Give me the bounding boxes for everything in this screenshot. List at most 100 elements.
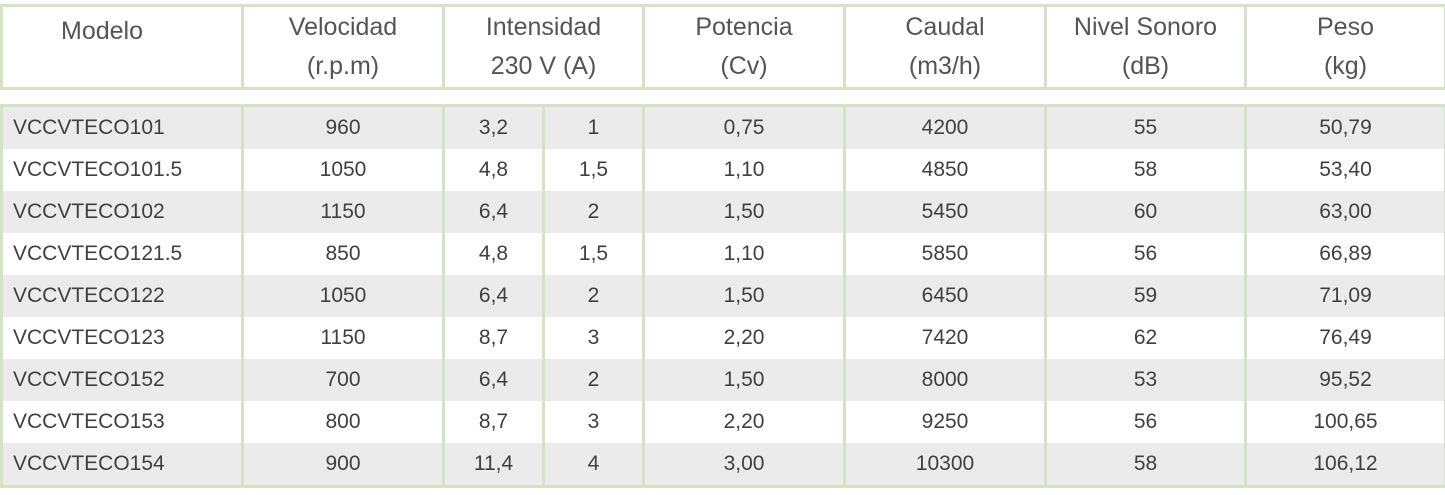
cell-peso: 95,52 — [1244, 359, 1445, 401]
cell-intensidad-b: 2 — [542, 359, 645, 401]
cell-nivel-sonoro: 60 — [1044, 191, 1247, 233]
cell-caudal: 8000 — [843, 359, 1047, 401]
cell-intensidad-b: 1,5 — [542, 149, 645, 191]
cell-nivel-sonoro: 59 — [1044, 275, 1247, 317]
cell-modelo: VCCVTECO101.5 — [0, 149, 244, 191]
table-row: VCCVTECO102 1150 6,4 2 1,50 5450 60 63,00 — [0, 191, 1445, 233]
cell-potencia: 1,50 — [642, 275, 846, 317]
cell-caudal: 7420 — [843, 317, 1047, 359]
cell-intensidad-a: 3,2 — [442, 104, 544, 149]
cell-modelo: VCCVTECO122 — [0, 275, 244, 317]
cell-peso: 53,40 — [1244, 149, 1445, 191]
cell-velocidad: 1150 — [241, 317, 445, 359]
cell-caudal: 6450 — [843, 275, 1047, 317]
cell-modelo: VCCVTECO121.5 — [0, 233, 244, 275]
cell-velocidad: 1150 — [241, 191, 445, 233]
cell-modelo: VCCVTECO154 — [0, 443, 244, 488]
cell-modelo: VCCVTECO153 — [0, 401, 244, 443]
cell-intensidad-a: 8,7 — [442, 317, 544, 359]
cell-modelo: VCCVTECO102 — [0, 191, 244, 233]
cell-caudal: 10300 — [843, 443, 1047, 488]
cell-intensidad-b: 2 — [542, 275, 645, 317]
cell-intensidad-b: 2 — [542, 191, 645, 233]
cell-velocidad: 1050 — [241, 149, 445, 191]
cell-intensidad-b: 3 — [542, 317, 645, 359]
cell-potencia: 1,50 — [642, 359, 846, 401]
header-peso: Peso (kg) — [1244, 4, 1445, 90]
header-nivel-label: Nivel Sonoro — [1073, 13, 1218, 41]
header-intensidad: Intensidad 230 V (A) — [442, 4, 645, 90]
cell-peso: 71,09 — [1244, 275, 1445, 317]
cell-modelo: VCCVTECO123 — [0, 317, 244, 359]
cell-potencia: 2,20 — [642, 401, 846, 443]
cell-nivel-sonoro: 53 — [1044, 359, 1247, 401]
cell-potencia: 3,00 — [642, 443, 846, 488]
cell-peso: 100,65 — [1244, 401, 1445, 443]
cell-nivel-sonoro: 55 — [1044, 104, 1247, 149]
cell-intensidad-a: 6,4 — [442, 275, 544, 317]
cell-intensidad-b: 1,5 — [542, 233, 645, 275]
cell-caudal: 4200 — [843, 104, 1047, 149]
cell-velocidad: 900 — [241, 443, 445, 488]
cell-caudal: 5850 — [843, 233, 1047, 275]
table-row: VCCVTECO152 700 6,4 2 1,50 8000 53 95,52 — [0, 359, 1445, 401]
header-potencia-label: Potencia — [695, 13, 793, 41]
cell-velocidad: 1050 — [241, 275, 445, 317]
header-potencia-unit: (Cv) — [720, 52, 768, 80]
cell-potencia: 0,75 — [642, 104, 846, 149]
header-caudal-unit: (m3/h) — [908, 52, 982, 80]
cell-modelo: VCCVTECO152 — [0, 359, 244, 401]
table-body: VCCVTECO101 960 3,2 1 0,75 4200 55 50,79 VCCVTEC… — [0, 104, 1445, 488]
table-row: VCCVTECO101.5 1050 4,8 1,5 1,10 4850 58 53,40 — [0, 149, 1445, 191]
cell-caudal: 9250 — [843, 401, 1047, 443]
cell-potencia: 1,10 — [642, 149, 846, 191]
header-nivel-unit: (dB) — [1121, 52, 1170, 80]
table-row: VCCVTECO153 800 8,7 3 2,20 9250 56 100,65 — [0, 401, 1445, 443]
header-velocidad: Velocidad (r.p.m) — [241, 4, 445, 90]
table-row: VCCVTECO122 1050 6,4 2 1,50 6450 59 71,09 — [0, 275, 1445, 317]
table-row: VCCVTECO101 960 3,2 1 0,75 4200 55 50,79 — [0, 104, 1445, 149]
cell-peso: 106,12 — [1244, 443, 1445, 488]
header-caudal: Caudal (m3/h) — [843, 4, 1047, 90]
cell-intensidad-b: 3 — [542, 401, 645, 443]
cell-intensidad-b: 1 — [542, 104, 645, 149]
cell-caudal: 5450 — [843, 191, 1047, 233]
header-modelo-label: Modelo — [61, 17, 143, 45]
cell-nivel-sonoro: 56 — [1044, 401, 1247, 443]
header-modelo: Modelo — [0, 4, 244, 90]
cell-intensidad-b: 4 — [542, 443, 645, 488]
cell-intensidad-a: 6,4 — [442, 191, 544, 233]
cell-intensidad-a: 4,8 — [442, 233, 544, 275]
cell-peso: 76,49 — [1244, 317, 1445, 359]
cell-intensidad-a: 4,8 — [442, 149, 544, 191]
header-potencia: Potencia (Cv) — [642, 4, 846, 90]
cell-nivel-sonoro: 56 — [1044, 233, 1247, 275]
cell-nivel-sonoro: 58 — [1044, 149, 1247, 191]
header-nivel-sonoro: Nivel Sonoro (dB) — [1044, 4, 1247, 90]
table-row: VCCVTECO123 1150 8,7 3 2,20 7420 62 76,49 — [0, 317, 1445, 359]
cell-modelo: VCCVTECO101 — [0, 104, 244, 149]
header-caudal-label: Caudal — [905, 13, 985, 41]
cell-intensidad-a: 6,4 — [442, 359, 544, 401]
cell-potencia: 1,50 — [642, 191, 846, 233]
table-row: VCCVTECO121.5 850 4,8 1,5 1,10 5850 56 66,89 — [0, 233, 1445, 275]
header-intensidad-unit: 230 V (A) — [490, 52, 597, 80]
cell-velocidad: 800 — [241, 401, 445, 443]
cell-velocidad: 960 — [241, 104, 445, 149]
header-peso-unit: (kg) — [1323, 52, 1368, 80]
cell-caudal: 4850 — [843, 149, 1047, 191]
table-row: VCCVTECO154 900 11,4 4 3,00 10300 58 106,12 — [0, 443, 1445, 488]
header-peso-label: Peso — [1317, 13, 1374, 41]
cell-intensidad-a: 8,7 — [442, 401, 544, 443]
cell-intensidad-a: 11,4 — [442, 443, 544, 488]
cell-peso: 63,00 — [1244, 191, 1445, 233]
header-intensidad-label: Intensidad — [485, 13, 602, 41]
header-velocidad-unit: (r.p.m) — [306, 52, 380, 80]
cell-velocidad: 850 — [241, 233, 445, 275]
cell-peso: 66,89 — [1244, 233, 1445, 275]
header-velocidad-label: Velocidad — [288, 13, 398, 41]
cell-potencia: 2,20 — [642, 317, 846, 359]
cell-nivel-sonoro: 62 — [1044, 317, 1247, 359]
cell-nivel-sonoro: 58 — [1044, 443, 1247, 488]
cell-velocidad: 700 — [241, 359, 445, 401]
